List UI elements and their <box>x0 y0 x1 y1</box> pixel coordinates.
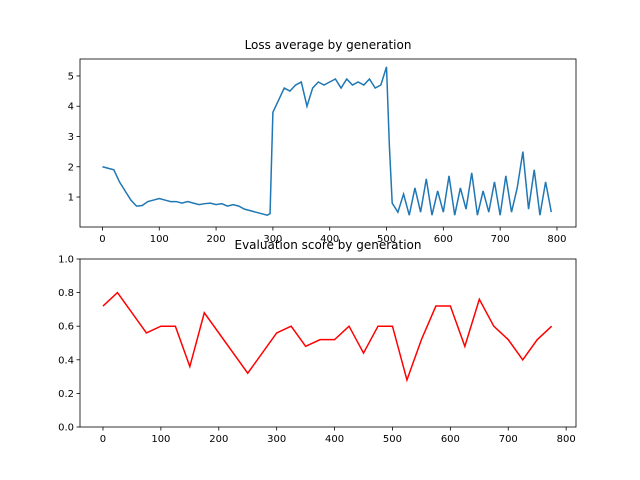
x-tick-label: 200 <box>209 434 228 445</box>
y-tick-label: 0.6 <box>58 322 74 333</box>
x-tick-label: 600 <box>434 234 453 245</box>
chart-title: Evaluation score by generation <box>235 238 422 252</box>
y-tick-label: 5 <box>68 71 74 82</box>
x-tick-label: 0 <box>100 434 106 445</box>
y-tick-label: 0.8 <box>58 288 74 299</box>
y-tick-label: 0.2 <box>58 389 74 400</box>
axes-frame <box>79 258 577 428</box>
x-tick-label: 300 <box>267 434 286 445</box>
x-tick-label: 800 <box>557 434 576 445</box>
y-tick-label: 3 <box>68 132 74 143</box>
y-tick-label: 0.4 <box>58 355 74 366</box>
chart-title: Loss average by generation <box>245 38 412 52</box>
x-tick-label: 500 <box>377 234 396 245</box>
x-tick-label: 200 <box>207 234 226 245</box>
x-tick-label: 700 <box>491 234 510 245</box>
x-tick-label: 100 <box>150 234 169 245</box>
y-tick-label: 0.0 <box>58 423 74 434</box>
x-tick-label: 0 <box>99 234 105 245</box>
y-tick-label: 1.0 <box>58 255 74 266</box>
data-line <box>102 291 553 383</box>
x-tick-label: 400 <box>320 234 339 245</box>
x-tick-label: 800 <box>547 234 566 245</box>
x-tick-label: 400 <box>325 434 344 445</box>
x-tick-label: 300 <box>263 234 282 245</box>
x-tick-label: 600 <box>441 434 460 445</box>
data-line <box>102 66 553 216</box>
y-tick-label: 4 <box>68 102 74 113</box>
x-tick-label: 700 <box>499 434 518 445</box>
y-tick-label: 2 <box>68 162 74 173</box>
y-tick-label: 1 <box>68 193 74 204</box>
x-tick-label: 500 <box>383 434 402 445</box>
axes-frame <box>79 58 577 228</box>
x-tick-label: 100 <box>151 434 170 445</box>
